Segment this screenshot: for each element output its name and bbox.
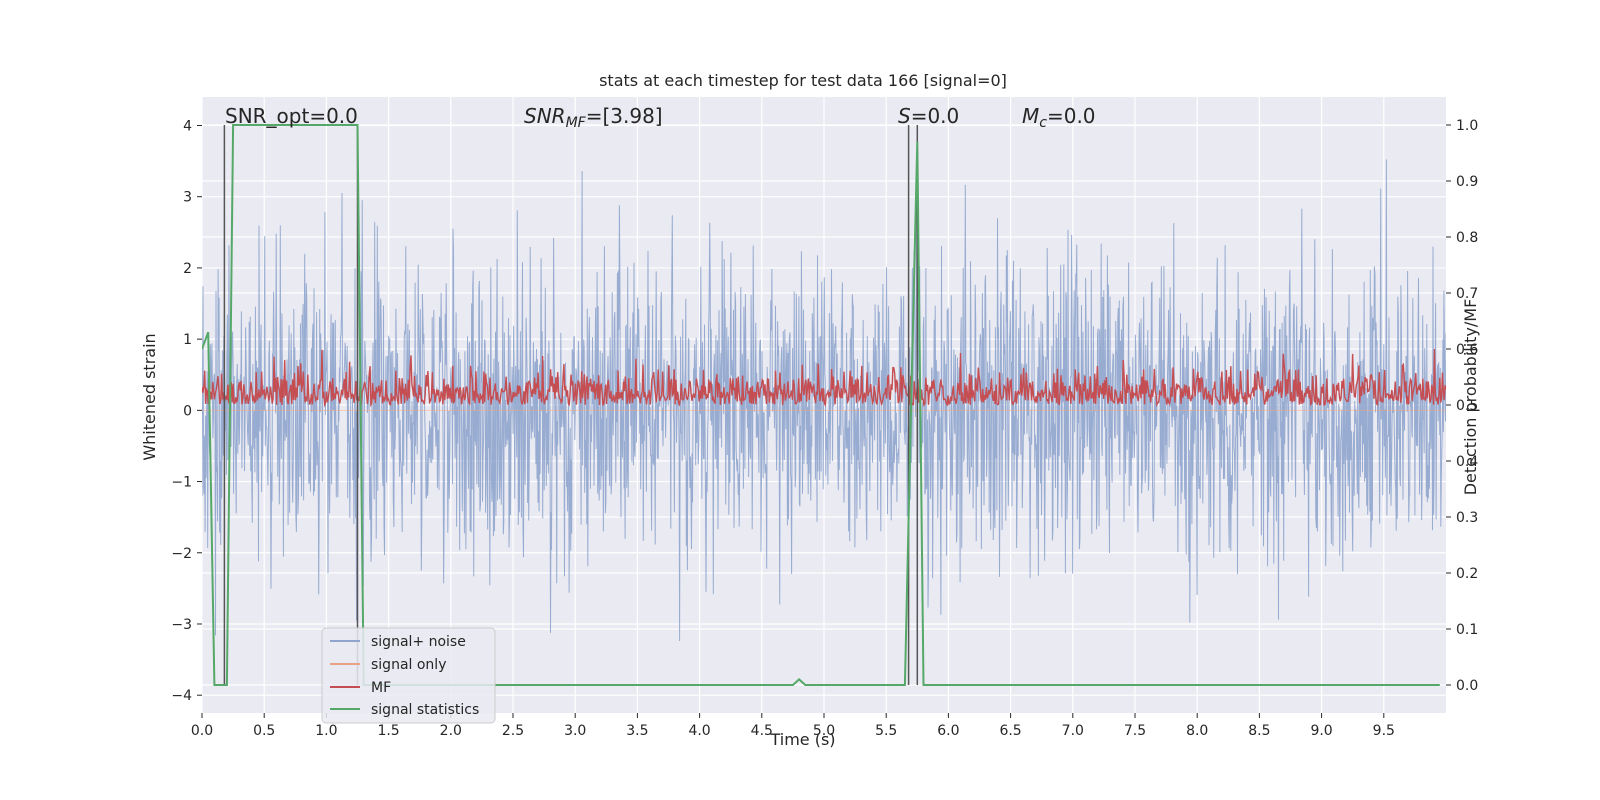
- series-signal-statistics: [202, 124, 1440, 686]
- x-tick-label: 8.0: [1186, 723, 1208, 739]
- legend-entry-stats: signal statistics: [371, 702, 479, 718]
- x-tick-label: 5.5: [875, 723, 897, 739]
- y-right-tick-label: 0.9: [1456, 174, 1478, 190]
- x-tick-label: 7.5: [1124, 723, 1146, 739]
- annotation-s: S=0.0: [898, 104, 959, 128]
- annotation-snr-mf: SNRMF=[3.98]: [524, 104, 663, 131]
- x-tick-label: 1.0: [315, 723, 337, 739]
- x-tick-label: 2.5: [502, 723, 524, 739]
- y-tick-label: −3: [171, 617, 192, 633]
- x-tick-label: 4.0: [688, 723, 710, 739]
- x-tick-label: 8.5: [1248, 723, 1270, 739]
- x-axis-ticks: 0.0 0.5 1.0 1.5 2.0 2.5 3.0 3.5 4.0 4.5 5.0 5.5 6.0 6…: [191, 713, 1395, 739]
- y-tick-label: −1: [171, 475, 192, 491]
- plot-area: [202, 124, 1446, 686]
- x-tick-label: 6.5: [999, 723, 1021, 739]
- y-axis-label: Whitened strain: [140, 333, 159, 460]
- y-tick-label: 3: [183, 190, 192, 206]
- legend-entry-noise: signal+ noise: [371, 634, 466, 650]
- legend-entry-signal-only: signal only: [371, 657, 446, 673]
- y-tick-label: 0: [183, 403, 192, 419]
- chart-title: stats at each timestep for test data 166…: [599, 71, 1007, 90]
- y-right-tick-label: 0.6: [1456, 342, 1478, 358]
- y-tick-label: −4: [171, 688, 192, 704]
- y-right-tick-label: 0.1: [1456, 622, 1478, 638]
- x-tick-label: 2.0: [440, 723, 462, 739]
- y-right-tick-label: 0.3: [1456, 510, 1478, 526]
- series-mf: [202, 348, 1446, 408]
- y-tick-label: −2: [171, 546, 192, 562]
- x-tick-label: 1.5: [377, 723, 399, 739]
- x-tick-label: 5.0: [813, 723, 835, 739]
- x-tick-label: 9.5: [1373, 723, 1395, 739]
- y-axis-ticks: 4 3 2 1 0 −1 −2 −3 −4: [171, 118, 202, 704]
- y-axis-right-ticks: 1.0 0.9 0.8 0.7 0.6 0.5 0.4 0.3 0.2 0.1 0.0: [1446, 118, 1478, 694]
- x-axis-label: Time (s): [769, 730, 835, 749]
- y-right-tick-label: 1.0: [1456, 118, 1478, 134]
- y-tick-label: 1: [183, 332, 192, 348]
- annotation-mc: Mc=0.0: [1022, 104, 1096, 131]
- y-right-tick-label: 0.4: [1456, 454, 1478, 470]
- y-right-tick-label: 0.7: [1456, 286, 1478, 302]
- x-tick-label: 6.0: [937, 723, 959, 739]
- x-tick-label: 9.0: [1310, 723, 1332, 739]
- legend: signal+ noise signal only MF signal stat…: [321, 627, 496, 724]
- y-right-tick-label: 0.5: [1456, 398, 1478, 414]
- y-right-tick-label: 0.0: [1456, 678, 1478, 694]
- x-tick-label: 0.5: [253, 723, 275, 739]
- y-right-tick-label: 0.8: [1456, 230, 1478, 246]
- legend-box: [321, 627, 496, 724]
- legend-entry-mf: MF: [371, 680, 391, 696]
- y-tick-label: 4: [183, 118, 192, 134]
- x-tick-label: 3.0: [564, 723, 586, 739]
- annotation-snr-opt: SNR_opt=0.0: [225, 104, 358, 128]
- x-tick-label: 3.5: [626, 723, 648, 739]
- x-tick-label: 7.0: [1062, 723, 1084, 739]
- x-tick-label: 4.5: [751, 723, 773, 739]
- x-tick-label: 0.0: [191, 723, 213, 739]
- y-tick-label: 2: [183, 261, 192, 277]
- y-axis-right-label: Detection probability/MF: [1461, 299, 1480, 496]
- y-right-tick-label: 0.2: [1456, 566, 1478, 582]
